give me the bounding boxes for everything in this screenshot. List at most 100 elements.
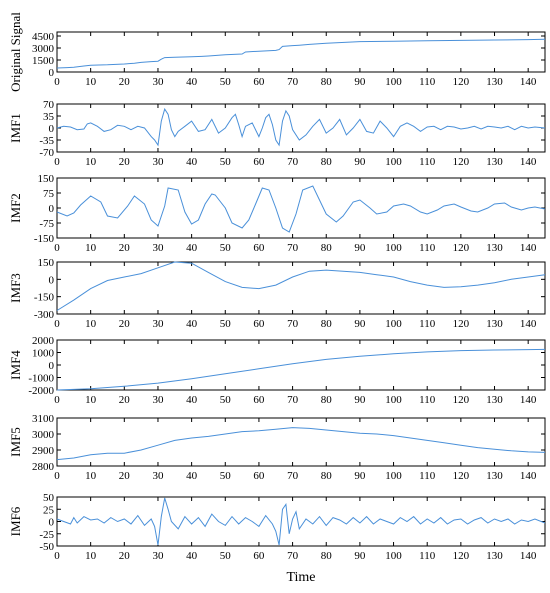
- x-tick-label: 110: [419, 156, 436, 168]
- x-tick-label: 10: [85, 242, 97, 254]
- x-tick-label: 40: [186, 394, 198, 406]
- y-tick-label: 0: [49, 274, 55, 286]
- panel-4: -300 -150 0 150 0 10 20 30 40 50 60 70 80 90 100 110 120…: [8, 257, 546, 330]
- x-tick-label: 0: [54, 76, 60, 88]
- y-tick-label: -1000: [28, 373, 54, 385]
- x-tick-label: 130: [486, 550, 503, 562]
- y-tick-label: -50: [39, 541, 54, 553]
- y-tick-label: 3100: [32, 413, 55, 425]
- x-tick-label: 80: [321, 156, 333, 168]
- x-tick-label: 130: [486, 76, 503, 88]
- y-tick-label: 4500: [32, 31, 55, 43]
- x-tick-label: 60: [253, 156, 265, 168]
- y-tick-label: 0: [49, 67, 55, 79]
- x-tick-label: 90: [354, 550, 366, 562]
- y-tick-label: 1500: [32, 55, 55, 67]
- y-tick-label: 0: [49, 360, 55, 372]
- x-tick-label: 10: [85, 318, 97, 330]
- x-tick-label: 140: [520, 242, 537, 254]
- x-tick-label: 90: [354, 318, 366, 330]
- panel-frame: [56, 261, 546, 315]
- x-tick-label: 40: [186, 242, 198, 254]
- x-tick-label: 140: [520, 394, 537, 406]
- x-tick-label: 20: [119, 394, 131, 406]
- y-tick-label: 0: [49, 123, 55, 135]
- x-tick-label: 60: [253, 242, 265, 254]
- x-tick-label: 50: [220, 550, 232, 562]
- y-tick-label: 70: [43, 99, 55, 111]
- y-tick-label: 150: [38, 173, 55, 185]
- y-tick-label: 75: [43, 188, 55, 200]
- x-tick-label: 30: [152, 550, 164, 562]
- x-tick-label: 70: [287, 156, 299, 168]
- panel-frame: [56, 177, 546, 239]
- x-tick-label: 10: [85, 394, 97, 406]
- x-tick-label: 70: [287, 394, 299, 406]
- y-axis-label: IMF6: [8, 506, 23, 536]
- x-tick-label: 40: [186, 156, 198, 168]
- x-tick-label: 10: [85, 550, 97, 562]
- y-tick-label: 35: [43, 111, 55, 123]
- y-tick-label: -70: [39, 147, 54, 159]
- x-tick-label: 40: [186, 470, 198, 482]
- y-tick-label: 2900: [32, 445, 55, 457]
- x-tick-label: 110: [419, 394, 436, 406]
- x-tick-label: 110: [419, 318, 436, 330]
- x-tick-label: 110: [419, 550, 436, 562]
- x-tick-label: 140: [520, 318, 537, 330]
- x-tick-label: 140: [520, 550, 537, 562]
- x-tick-label: 130: [486, 242, 503, 254]
- y-axis-label: IMF3: [8, 273, 23, 303]
- panel-frame: [56, 339, 546, 391]
- x-tick-label: 70: [287, 318, 299, 330]
- x-tick-label: 110: [419, 470, 436, 482]
- x-tick-label: 120: [453, 470, 470, 482]
- series-line-3: [56, 185, 546, 233]
- x-tick-label: 90: [354, 470, 366, 482]
- x-tick-label: 130: [486, 394, 503, 406]
- x-tick-label: 80: [321, 242, 333, 254]
- x-tick-label: 20: [119, 156, 131, 168]
- series-line-4: [56, 261, 546, 311]
- x-tick-label: 0: [54, 470, 60, 482]
- x-tick-label: 60: [253, 394, 265, 406]
- x-tick-label: 60: [253, 76, 265, 88]
- x-tick-label: 100: [385, 156, 402, 168]
- panel-frame: [56, 31, 546, 73]
- x-tick-label: 140: [520, 470, 537, 482]
- x-tick-label: 60: [253, 550, 265, 562]
- series-line-5: [56, 348, 546, 391]
- y-tick-label: 2000: [32, 335, 55, 347]
- y-tick-label: 2800: [32, 461, 55, 473]
- x-tick-label: 40: [186, 76, 198, 88]
- x-tick-label: 30: [152, 470, 164, 482]
- series-line-7: [56, 497, 546, 546]
- y-tick-label: 0: [49, 203, 55, 215]
- y-axis-label: IMF4: [8, 350, 23, 380]
- x-tick-label: 70: [287, 242, 299, 254]
- y-tick-label: -25: [39, 529, 54, 541]
- x-tick-label: 110: [419, 76, 436, 88]
- x-tick-label: 40: [186, 550, 198, 562]
- x-tick-label: 50: [220, 470, 232, 482]
- x-tick-label: 100: [385, 550, 402, 562]
- x-tick-label: 50: [220, 242, 232, 254]
- y-tick-label: -150: [34, 292, 55, 304]
- x-tick-label: 40: [186, 318, 198, 330]
- panel-6: 2800 2900 3000 3100 0 10 20 30 40 50 60 70 80 90 100 11…: [8, 413, 546, 482]
- x-tick-label: 0: [54, 394, 60, 406]
- y-tick-label: -300: [34, 309, 55, 321]
- x-tick-label: 120: [453, 156, 470, 168]
- x-tick-label: 110: [419, 242, 436, 254]
- x-tick-label: 0: [54, 318, 60, 330]
- x-tick-label: 80: [321, 318, 333, 330]
- x-tick-label: 120: [453, 394, 470, 406]
- x-tick-label: 120: [453, 550, 470, 562]
- x-tick-label: 10: [85, 76, 97, 88]
- panel-frame: [56, 103, 546, 153]
